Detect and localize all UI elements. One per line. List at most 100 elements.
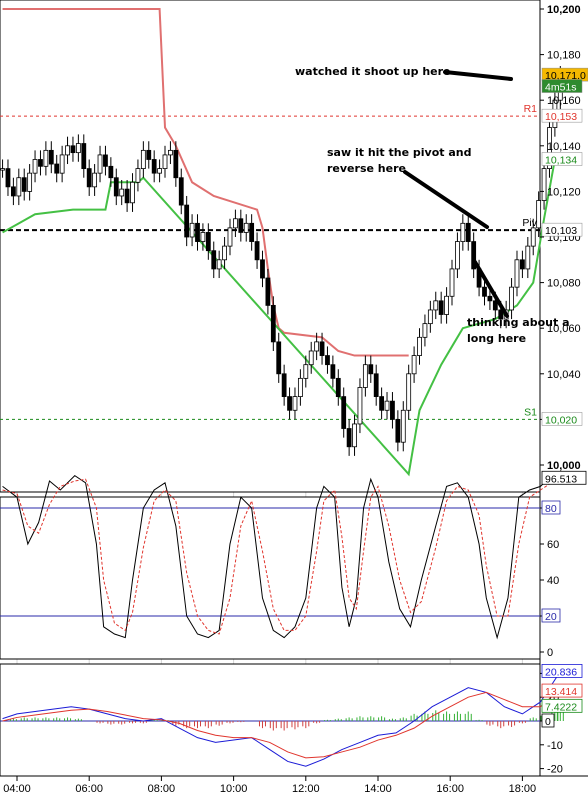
candle-body-47	[254, 241, 260, 261]
candle-body-11	[59, 154, 65, 174]
candle-body-59	[319, 341, 325, 356]
price-y-label-7: 10,060	[547, 323, 581, 335]
candle-body-61	[330, 364, 336, 379]
candle-body-48	[260, 259, 265, 279]
candle-body-84	[455, 241, 460, 270]
candle-body-68	[368, 364, 374, 375]
annotations: watched it shoot up here saw it hit the …	[295, 65, 573, 345]
candle-body-9	[48, 149, 54, 165]
candle-body-45	[243, 222, 249, 233]
price-tag-bg-3	[541, 152, 583, 166]
x-tick-label-6: 16:00	[436, 783, 464, 795]
candle-body-0	[0, 168, 5, 171]
resistance-stop-line	[2, 8, 409, 357]
candle-body-55	[297, 377, 303, 397]
candle-body-78	[422, 323, 428, 338]
candle-body-86	[465, 222, 471, 242]
candle-body-4	[21, 177, 27, 192]
candle-body-99	[536, 200, 542, 229]
candle-body-50	[270, 304, 276, 343]
annotation-arrow-pivot	[403, 170, 489, 229]
price-panel: R1 Piv S1	[0, 8, 563, 477]
candle-body-10	[54, 163, 60, 174]
candle-body-80	[433, 300, 439, 311]
candle-body-60	[325, 355, 330, 366]
candle-body-32	[173, 149, 179, 179]
candle-body-44	[238, 218, 244, 233]
price-tag-bg-5	[541, 412, 583, 426]
annotation-thinking-long: thinking about a long here	[467, 316, 573, 345]
candle-body-14	[75, 143, 81, 154]
x-tick-label-4: 12:00	[292, 783, 320, 795]
candle-body-75	[406, 373, 412, 411]
candle-body-1	[5, 168, 11, 188]
candle-body-58	[314, 341, 320, 352]
candle-body-87	[471, 241, 477, 270]
level-label-r1: R1	[524, 103, 538, 115]
candle-body-36	[195, 222, 200, 242]
candle-body-49	[265, 277, 271, 306]
price-tag-3: 10,134	[545, 154, 577, 166]
price-y-label-0: 10,200	[547, 4, 581, 16]
candle-body-65	[352, 423, 357, 448]
candle-body-51	[276, 341, 282, 375]
annotation-pivot-reverse-line1: saw it hit the pivot and	[327, 146, 471, 159]
annotation-thinking-long-line1: thinking about a	[467, 316, 570, 329]
candle-body-2	[10, 186, 16, 197]
price-y-label-8: 10,040	[547, 369, 581, 381]
candle-body-76	[411, 355, 417, 375]
x-tick-label-0: 04:00	[3, 783, 31, 795]
candle-body-28	[151, 159, 157, 174]
candle-body-21	[113, 177, 119, 197]
level-label-s1: S1	[524, 406, 537, 418]
candle-body-52	[281, 373, 287, 397]
price-y-label-3: 10,140	[547, 141, 581, 153]
price-tag-bg-1	[541, 79, 583, 93]
candle-body-18	[97, 154, 103, 174]
candle-body-54	[292, 396, 298, 411]
candle-body-66	[357, 387, 363, 425]
candle-body-94	[509, 286, 514, 311]
candle-body-69	[373, 373, 379, 397]
candle-body-46	[249, 222, 255, 242]
candle-body-26	[140, 149, 146, 170]
stoch-last-tag: 96.513	[545, 473, 577, 485]
candle-body-91	[492, 300, 498, 311]
candle-body-67	[362, 364, 368, 388]
candle-body-27	[146, 149, 152, 160]
stoch-hline-tag-1: 20	[545, 611, 557, 623]
macd-y-label-3: -10	[547, 740, 563, 752]
price-y-label-2: 10,160	[547, 95, 581, 107]
x-tick-label-2: 08:00	[148, 783, 176, 795]
candle-body-79	[427, 309, 433, 325]
x-tick-label-7: 18:00	[509, 783, 537, 795]
level-label-piv: Piv	[522, 217, 537, 229]
price-tag-2: 10,153	[545, 111, 577, 123]
macd-tag-bg-3	[541, 713, 555, 728]
candle-body-62	[335, 377, 341, 397]
candle-body-16	[86, 168, 92, 188]
price-tag-1: 4m51s	[545, 82, 577, 94]
x-tick-label-5: 14:00	[364, 783, 392, 795]
candle-body-97	[525, 245, 531, 270]
candle-body-101	[547, 127, 552, 169]
price-y-label-6: 10,080	[547, 278, 581, 290]
candle-body-53	[287, 396, 292, 411]
candle-body-40	[216, 259, 222, 270]
stoch-hline-tag-bg-1	[541, 608, 561, 623]
panel-frames	[0, 0, 588, 777]
candle-body-92	[498, 309, 504, 320]
candle-body-12	[65, 145, 70, 156]
candle-body-13	[70, 145, 76, 154]
stoch-y-label-2: 40	[547, 575, 559, 587]
stoch-y-label-0: 0	[547, 647, 553, 659]
candle-body-89	[482, 286, 487, 297]
macd-tag-2: 7.4222	[545, 701, 577, 713]
stochastic-panel	[0, 474, 561, 640]
candle-body-77	[417, 336, 422, 356]
candle-body-37	[200, 232, 206, 242]
candle-body-3	[16, 177, 22, 197]
candle-body-39	[211, 250, 217, 270]
candle-body-41	[222, 245, 227, 261]
candle-body-73	[395, 418, 401, 443]
